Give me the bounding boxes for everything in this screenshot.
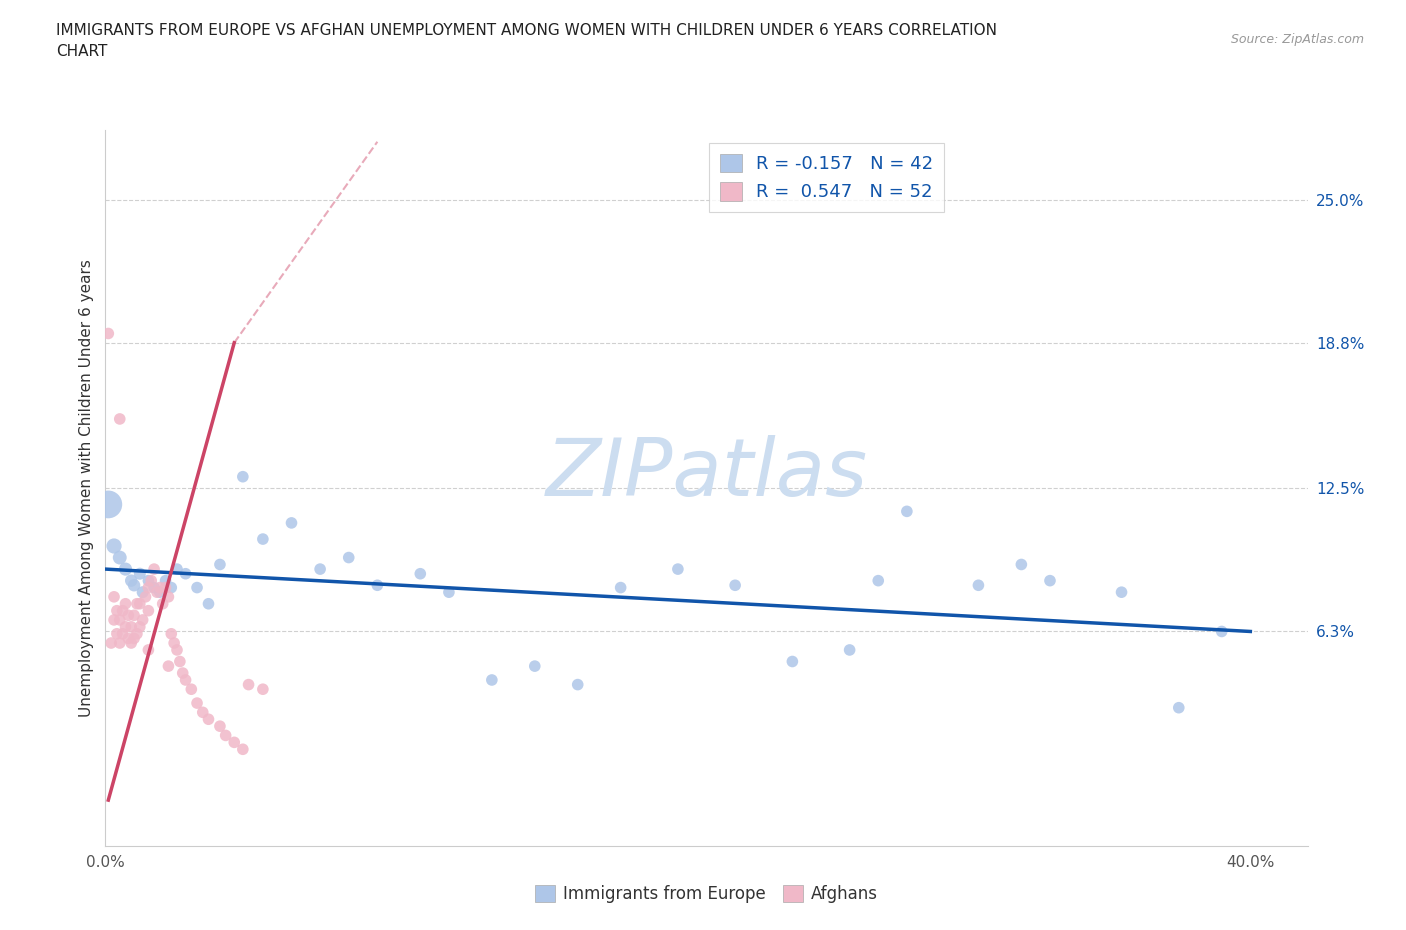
Point: [111, 626, 134, 641]
Point: [157, 658, 180, 673]
Text: Source: ZipAtlas.com: Source: ZipAtlas.com: [1230, 33, 1364, 46]
Point: [169, 654, 191, 669]
Point: [114, 562, 136, 577]
Point: [1167, 700, 1189, 715]
Point: [232, 742, 254, 757]
Point: [155, 573, 177, 588]
Point: [523, 658, 546, 673]
Point: [120, 635, 142, 650]
Point: [224, 735, 246, 750]
Point: [152, 596, 174, 611]
Point: [1111, 585, 1133, 600]
Point: [160, 580, 183, 595]
Point: [149, 585, 172, 600]
Point: [117, 608, 139, 623]
Point: [238, 677, 260, 692]
Point: [180, 682, 202, 697]
Point: [100, 635, 122, 650]
Legend: Immigrants from Europe, Afghans: Immigrants from Europe, Afghans: [529, 878, 884, 910]
Point: [143, 562, 166, 577]
Point: [609, 580, 631, 595]
Point: [138, 573, 160, 588]
Point: [186, 580, 208, 595]
Point: [409, 566, 432, 581]
Point: [252, 682, 274, 697]
Point: [868, 573, 890, 588]
Point: [232, 470, 254, 485]
Point: [437, 585, 460, 600]
Point: [120, 573, 142, 588]
Point: [838, 643, 860, 658]
Point: [114, 596, 136, 611]
Point: [122, 608, 145, 623]
Text: ZIPatlas: ZIPatlas: [546, 435, 868, 513]
Point: [111, 604, 134, 618]
Point: [105, 604, 128, 618]
Point: [160, 626, 183, 641]
Point: [97, 497, 120, 512]
Point: [146, 585, 169, 600]
Point: [1010, 557, 1032, 572]
Point: [214, 728, 236, 743]
Point: [138, 643, 160, 658]
Point: [131, 613, 153, 628]
Point: [163, 635, 186, 650]
Point: [128, 619, 150, 634]
Point: [166, 643, 188, 658]
Point: [128, 566, 150, 581]
Point: [208, 719, 231, 734]
Point: [174, 672, 197, 687]
Point: [666, 562, 689, 577]
Point: [103, 538, 125, 553]
Point: [197, 711, 219, 726]
Point: [105, 626, 128, 641]
Point: [166, 562, 188, 577]
Point: [128, 596, 150, 611]
Point: [280, 515, 302, 530]
Point: [157, 590, 180, 604]
Point: [108, 551, 131, 565]
Point: [108, 635, 131, 650]
Point: [191, 705, 214, 720]
Point: [252, 532, 274, 547]
Point: [143, 580, 166, 595]
Point: [337, 551, 360, 565]
Point: [174, 566, 197, 581]
Point: [122, 578, 145, 592]
Point: [782, 654, 804, 669]
Point: [1039, 573, 1062, 588]
Point: [567, 677, 589, 692]
Point: [97, 326, 120, 341]
Point: [481, 672, 503, 687]
Point: [1211, 624, 1233, 639]
Point: [208, 557, 231, 572]
Point: [125, 626, 148, 641]
Point: [120, 619, 142, 634]
Point: [108, 411, 131, 426]
Point: [896, 504, 918, 519]
Point: [197, 596, 219, 611]
Y-axis label: Unemployment Among Women with Children Under 6 years: Unemployment Among Women with Children U…: [79, 259, 94, 717]
Point: [108, 613, 131, 628]
Point: [103, 613, 125, 628]
Point: [138, 580, 160, 595]
Point: [138, 604, 160, 618]
Point: [967, 578, 990, 592]
Point: [117, 631, 139, 645]
Point: [135, 590, 157, 604]
Point: [114, 619, 136, 634]
Point: [125, 596, 148, 611]
Point: [724, 578, 747, 592]
Point: [155, 580, 177, 595]
Text: IMMIGRANTS FROM EUROPE VS AFGHAN UNEMPLOYMENT AMONG WOMEN WITH CHILDREN UNDER 6 : IMMIGRANTS FROM EUROPE VS AFGHAN UNEMPLO…: [56, 23, 997, 60]
Point: [366, 578, 388, 592]
Point: [141, 573, 163, 588]
Point: [309, 562, 332, 577]
Point: [103, 590, 125, 604]
Point: [122, 631, 145, 645]
Point: [186, 696, 208, 711]
Point: [149, 580, 172, 595]
Point: [131, 585, 153, 600]
Point: [172, 666, 194, 681]
